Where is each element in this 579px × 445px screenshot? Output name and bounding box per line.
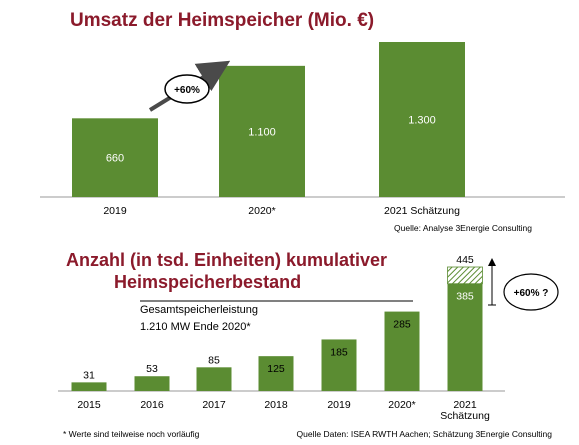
- bottom-chart-title-line1: Anzahl (in tsd. Einheiten) kumulativer: [66, 250, 388, 270]
- bottom-chart-title-line2: Heimspeicherbestand: [114, 272, 302, 292]
- top-bar-value-label: 1.300: [408, 115, 436, 127]
- capacity-annotation-line1: Gesamtspeicherleistung: [140, 304, 258, 316]
- bottom-bar-value-label: 53: [146, 363, 158, 375]
- bottom-growth-badge-text: +60% ?: [514, 288, 549, 299]
- top-category-label: 2019: [103, 205, 127, 217]
- bottom-bar-3: [258, 356, 294, 391]
- bottom-growth-badge: [503, 273, 559, 311]
- bottom-bar-4: [321, 339, 357, 391]
- bottom-estimate-total-label: 445: [456, 254, 474, 266]
- bottom-category-label: 2017: [202, 399, 226, 411]
- top-bar-2: [379, 42, 465, 197]
- bottom-category-label: 2018: [264, 399, 288, 411]
- top-bar-value-label: 660: [106, 153, 124, 165]
- bottom-bar-value-label: 31: [83, 369, 95, 381]
- top-source: Quelle: Analyse 3Energie Consulting: [394, 223, 532, 233]
- bottom-estimate-hatch: [447, 266, 483, 285]
- top-chart-title: Umsatz der Heimspeicher (Mio. €): [70, 10, 375, 31]
- top-bar-value-label: 1.100: [248, 126, 276, 138]
- bottom-category-label: 2015: [77, 399, 101, 411]
- bottom-category-label: 2020*: [388, 399, 415, 411]
- footnote: * Werte sind teilweise noch vorläufig: [63, 429, 200, 439]
- bottom-bar-1: [134, 376, 170, 391]
- top-bar-1: [219, 65, 305, 197]
- bottom-bar-5: [384, 311, 420, 391]
- top-category-label: 2021 Schätzung: [384, 205, 460, 217]
- bottom-category-label: 2016: [140, 399, 164, 411]
- bottom-bar-6: [447, 283, 483, 391]
- bottom-bar-value-label: 85: [208, 354, 220, 366]
- top-category-label: 2020*: [248, 205, 275, 217]
- bottom-bar-0: [71, 382, 107, 391]
- capacity-annotation-line2: 1.210 MW Ende 2020*: [140, 321, 251, 333]
- bottom-bar-2: [196, 367, 232, 391]
- bottom-source: Quelle Daten: ISEA RWTH Aachen; Schätzun…: [297, 429, 553, 439]
- bottom-bar-value-label: 125: [267, 363, 285, 375]
- top-bar-0: [72, 118, 158, 197]
- bottom-category-label: Schätzung: [440, 410, 490, 422]
- bottom-category-label: 2021: [453, 399, 477, 411]
- bottom-bar-value-label: 385: [456, 291, 474, 303]
- bottom-category-label: 2019: [327, 399, 351, 411]
- bottom-bar-value-label: 185: [330, 346, 348, 358]
- top-growth-badge-text: +60%: [174, 85, 200, 96]
- bottom-bar-value-label: 285: [393, 319, 411, 331]
- top-growth-badge: [164, 74, 210, 104]
